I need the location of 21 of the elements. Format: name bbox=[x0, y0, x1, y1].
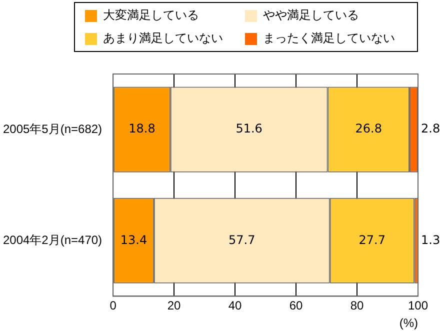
data-label: 13.4 bbox=[120, 232, 148, 247]
x-tick-label: 100 bbox=[408, 298, 428, 313]
x-tick-label: 0 bbox=[110, 298, 117, 313]
x-tick-label: 40 bbox=[228, 298, 242, 313]
x-tick-label: 60 bbox=[289, 298, 304, 313]
data-label: 26.8 bbox=[355, 122, 382, 136]
x-tick-label: 20 bbox=[167, 298, 182, 313]
data-label: 57.7 bbox=[228, 232, 256, 247]
data-label: 1.3 bbox=[421, 232, 440, 247]
data-label: 51.6 bbox=[236, 122, 262, 136]
legend-label: やや満足している bbox=[263, 7, 359, 24]
x-tick-label: 80 bbox=[350, 298, 364, 313]
y-tick-label: 2005年5月(n=682) bbox=[2, 122, 102, 136]
x-axis-title: (%) bbox=[399, 316, 418, 330]
y-tick-label: 2004年2月(n=470) bbox=[2, 232, 102, 247]
legend-label: あまり満足していない bbox=[103, 30, 223, 47]
data-label: 2.8 bbox=[421, 122, 440, 136]
legend-label: 大変満足している bbox=[103, 7, 199, 24]
data-label: 18.8 bbox=[128, 122, 156, 136]
data-label: 27.7 bbox=[358, 232, 386, 247]
legend-label: まったく満足していない bbox=[263, 30, 395, 47]
